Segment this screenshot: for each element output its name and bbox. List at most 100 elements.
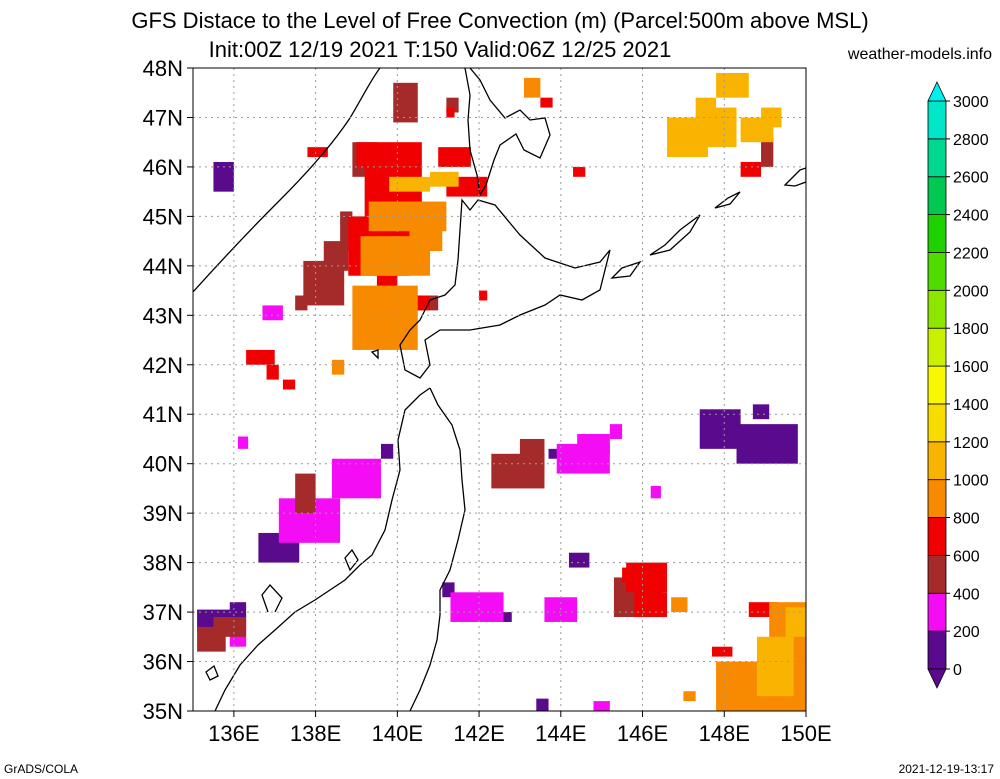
colorbar: 0 200 400 600 800 1000 1200 1400 1600 1800 2000 220…	[927, 81, 989, 689]
y-tick-label: 38N	[143, 551, 183, 576]
field-cell	[761, 137, 774, 167]
field-cell	[282, 379, 296, 390]
field-cell	[752, 404, 770, 420]
field-cell	[573, 166, 586, 177]
colorbar-arrow-high	[927, 81, 947, 102]
field-cell	[671, 597, 688, 613]
colorbar-swatch	[927, 517, 947, 556]
x-tick-label: 148E	[699, 721, 750, 746]
colorbar-label: 1400	[953, 397, 989, 414]
field-cell	[785, 607, 806, 637]
field-cell	[266, 364, 279, 380]
y-tick-label: 41N	[143, 402, 183, 427]
field-cell	[712, 646, 733, 657]
colorbar-arrow-low	[927, 668, 947, 689]
field-cell	[609, 424, 623, 439]
y-tick-label: 45N	[143, 204, 183, 229]
colorbar-label: 600	[953, 548, 980, 565]
colorbar-label: 400	[953, 586, 980, 603]
field-cell	[683, 691, 696, 702]
colorbar-swatch	[927, 327, 947, 367]
colorbar-label: 200	[953, 624, 980, 641]
field-cell	[736, 424, 798, 464]
y-tick-label: 40N	[143, 452, 183, 477]
field-cell	[262, 305, 283, 321]
colorbar-swatch	[927, 289, 947, 329]
colorbar-label: 2000	[953, 283, 989, 300]
x-tick-label: 150E	[780, 721, 831, 746]
coastline-island-2	[370, 349, 379, 360]
field-cell	[331, 458, 381, 499]
field-cell	[756, 636, 794, 697]
field-cell	[524, 77, 541, 98]
field-cell	[307, 147, 328, 158]
colorbar-swatch	[927, 403, 947, 443]
footer-software: GrADS/COLA	[4, 762, 79, 776]
field-cell	[479, 290, 488, 301]
y-tick-label: 36N	[143, 650, 183, 675]
field-cell	[593, 701, 610, 711]
coastline-kuril-1	[610, 260, 642, 279]
field-cell	[246, 349, 275, 365]
lfc-field	[197, 72, 806, 711]
coastline-mainland	[193, 68, 381, 293]
map-title: GFS Distace to the Level of Free Convect…	[131, 8, 869, 33]
field-cell	[536, 698, 549, 711]
coastline-noto	[261, 584, 283, 613]
field-cell	[213, 617, 247, 637]
field-cell	[761, 107, 782, 128]
field-cell	[499, 612, 512, 622]
field-cell	[438, 147, 471, 167]
coastline-sado	[344, 548, 359, 572]
y-tick-label: 43N	[143, 303, 183, 328]
y-tick-label: 42N	[143, 353, 183, 378]
colorbar-label: 2800	[953, 132, 989, 149]
colorbar-swatch	[927, 176, 947, 216]
coastline-kuril-3	[714, 191, 741, 209]
colorbar-label: 2400	[953, 208, 989, 225]
footer-timestamp: 2021-12-19-13:17	[898, 762, 994, 776]
colorbar-swatch	[927, 252, 947, 291]
colorbar-swatch	[927, 479, 947, 518]
field-cell	[356, 142, 422, 167]
y-tick-label: 46N	[143, 155, 183, 180]
colorbar-swatch	[927, 100, 947, 140]
field-cell	[577, 434, 610, 454]
field-cell	[716, 72, 749, 98]
field-cell	[634, 592, 668, 618]
colorbar-label: 2200	[953, 245, 989, 262]
y-tick-label: 35N	[143, 699, 183, 724]
field-cell	[409, 226, 443, 252]
field-cell	[430, 171, 459, 187]
field-cell	[695, 97, 717, 118]
x-tick-label: 142E	[453, 721, 504, 746]
colorbar-swatch	[927, 214, 947, 253]
y-tick-label: 37N	[143, 600, 183, 625]
x-tick-label: 140E	[372, 721, 423, 746]
field-cell	[650, 485, 661, 499]
x-tick-label: 138E	[290, 721, 341, 746]
coastline-kuril-2	[649, 214, 701, 256]
field-cell	[352, 285, 418, 350]
colorbar-swatch	[927, 365, 947, 405]
map-subtitle: Init:00Z 12/19 2021 T:150 Valid:06Z 12/2…	[208, 37, 672, 62]
y-tick-label: 48N	[143, 56, 183, 81]
colorbar-label: 800	[953, 511, 980, 528]
colorbar-swatch	[927, 592, 947, 632]
colorbar-label: 1600	[953, 359, 989, 376]
field-cell	[295, 295, 308, 311]
coastline-honshu	[214, 387, 466, 711]
y-tick-label: 44N	[143, 254, 183, 279]
coastline-hokkaido	[399, 198, 611, 379]
field-cell	[213, 161, 234, 192]
colorbar-swatch	[927, 630, 947, 670]
axis-ticks: 136E 138E 140E 142E 144E 146E 148E 150E 35N 36N 37…	[143, 56, 832, 746]
field-cell	[389, 176, 431, 192]
y-tick-label: 39N	[143, 501, 183, 526]
field-cell	[393, 82, 418, 123]
colorbar-label: 3000	[953, 94, 989, 111]
grid	[193, 68, 806, 711]
field-cell	[699, 409, 741, 449]
field-cell	[740, 161, 762, 177]
